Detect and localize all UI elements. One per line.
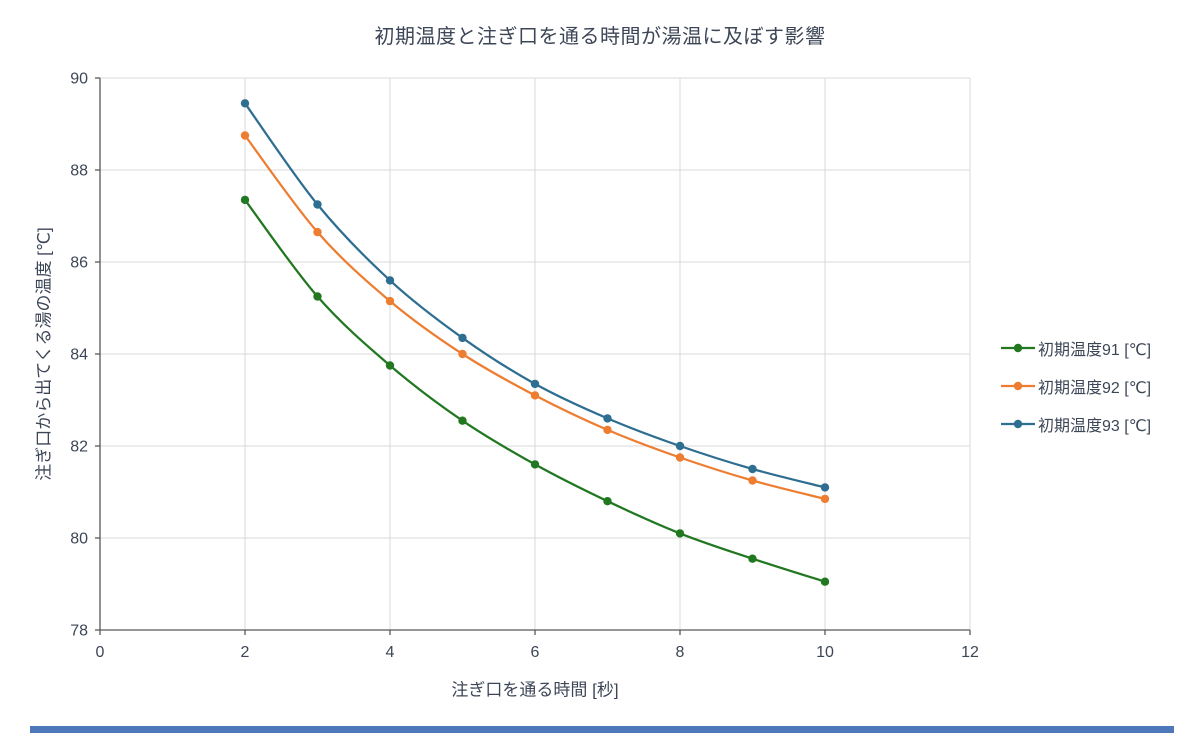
series-marker bbox=[748, 476, 757, 485]
y-tick-label: 78 bbox=[70, 623, 88, 640]
series-line bbox=[244, 102, 826, 489]
series-marker bbox=[385, 276, 395, 285]
x-axis-title: 注ぎ口を通る時間 [秒] bbox=[451, 680, 619, 700]
legend-item: 初期温度93 [℃] bbox=[1000, 416, 1190, 435]
series-marker bbox=[820, 494, 830, 504]
chart-title: 初期温度と注ぎ口を通る時間が湯温に及ぼす影響 bbox=[374, 26, 826, 48]
series-marker bbox=[313, 292, 322, 301]
series-marker bbox=[385, 361, 395, 370]
series-marker bbox=[820, 577, 830, 586]
series-line bbox=[244, 199, 826, 583]
series-marker bbox=[240, 195, 250, 205]
series-marker bbox=[458, 349, 467, 359]
series-marker bbox=[675, 453, 685, 462]
legend-label: 初期温度91 [℃] bbox=[1038, 342, 1152, 359]
y-tick-label: 88 bbox=[70, 163, 88, 180]
series-marker bbox=[385, 296, 395, 306]
series-marker bbox=[820, 483, 830, 492]
legend-line-marker-icon bbox=[1001, 343, 1035, 353]
x-tick-label: 4 bbox=[386, 644, 395, 661]
legend-label: 初期温度93 [℃] bbox=[1038, 418, 1152, 435]
x-tick-label: 8 bbox=[676, 644, 685, 661]
series-marker bbox=[675, 529, 685, 538]
series-marker bbox=[240, 99, 250, 108]
series-marker bbox=[313, 227, 322, 237]
series-marker bbox=[603, 497, 612, 506]
x-tick-label: 0 bbox=[96, 644, 105, 661]
y-tick-label: 80 bbox=[70, 531, 88, 548]
x-tick-label: 6 bbox=[531, 644, 540, 661]
series-marker bbox=[603, 414, 612, 423]
series-marker bbox=[603, 425, 612, 435]
series-marker bbox=[458, 416, 467, 425]
series-marker bbox=[530, 460, 540, 469]
y-tick-label: 90 bbox=[70, 71, 88, 88]
series-marker bbox=[748, 464, 757, 474]
y-tick-label: 82 bbox=[70, 439, 88, 456]
y-tick-label: 86 bbox=[70, 255, 88, 272]
legend-line-marker-icon bbox=[1001, 381, 1035, 391]
bottom-accent-bar bbox=[30, 726, 1174, 733]
y-tick-label: 84 bbox=[70, 347, 88, 364]
series-line bbox=[244, 134, 826, 500]
y-axis-title: 注ぎ口から出てくる湯の温度 [℃] bbox=[34, 227, 54, 481]
series-marker bbox=[458, 333, 467, 343]
x-tick-label: 12 bbox=[961, 644, 979, 661]
series-marker bbox=[748, 554, 757, 563]
legend: 初期温度91 [℃] 初期温度92 [℃] 初期温度93 [℃] bbox=[1000, 340, 1190, 454]
legend-item: 初期温度92 [℃] bbox=[1000, 378, 1190, 397]
series-marker bbox=[530, 379, 540, 389]
legend-line-marker-icon bbox=[1001, 419, 1035, 429]
x-tick-label: 2 bbox=[241, 644, 250, 661]
series-marker bbox=[240, 131, 250, 140]
series-marker bbox=[675, 441, 685, 451]
x-tick-label: 10 bbox=[816, 644, 834, 661]
legend-label: 初期温度92 [℃] bbox=[1038, 380, 1152, 397]
legend-item: 初期温度91 [℃] bbox=[1000, 340, 1190, 359]
series-marker bbox=[313, 200, 322, 209]
series-marker bbox=[530, 391, 540, 400]
